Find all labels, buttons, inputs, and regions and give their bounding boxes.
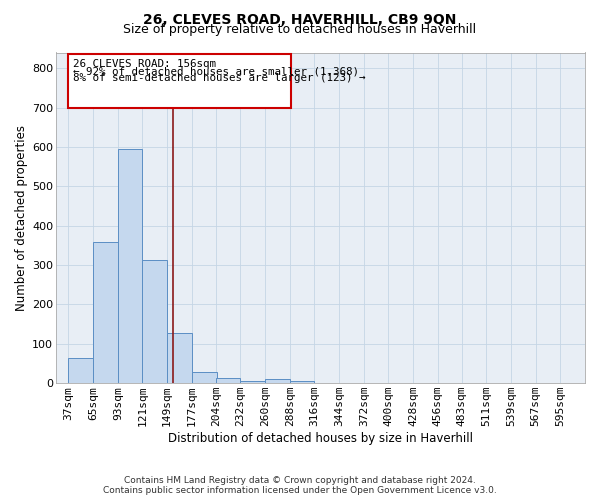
- FancyBboxPatch shape: [68, 54, 292, 108]
- X-axis label: Distribution of detached houses by size in Haverhill: Distribution of detached houses by size …: [168, 432, 473, 445]
- Bar: [167, 333, 192, 383]
- Bar: [118, 149, 142, 383]
- Bar: [68, 358, 93, 383]
- Text: Contains HM Land Registry data © Crown copyright and database right 2024.
Contai: Contains HM Land Registry data © Crown c…: [103, 476, 497, 495]
- Bar: [290, 381, 314, 383]
- Bar: [93, 242, 118, 383]
- Bar: [241, 381, 265, 383]
- Bar: [142, 260, 167, 383]
- Text: Size of property relative to detached houses in Haverhill: Size of property relative to detached ho…: [124, 24, 476, 36]
- Text: ← 92% of detached houses are smaller (1,368): ← 92% of detached houses are smaller (1,…: [73, 66, 359, 76]
- Bar: [192, 372, 217, 383]
- Y-axis label: Number of detached properties: Number of detached properties: [15, 125, 28, 311]
- Text: 26 CLEVES ROAD: 156sqm: 26 CLEVES ROAD: 156sqm: [73, 59, 216, 69]
- Bar: [215, 378, 241, 383]
- Text: 8% of semi-detached houses are larger (123) →: 8% of semi-detached houses are larger (1…: [73, 74, 365, 84]
- Text: 26, CLEVES ROAD, HAVERHILL, CB9 9QN: 26, CLEVES ROAD, HAVERHILL, CB9 9QN: [143, 12, 457, 26]
- Bar: [265, 379, 290, 383]
